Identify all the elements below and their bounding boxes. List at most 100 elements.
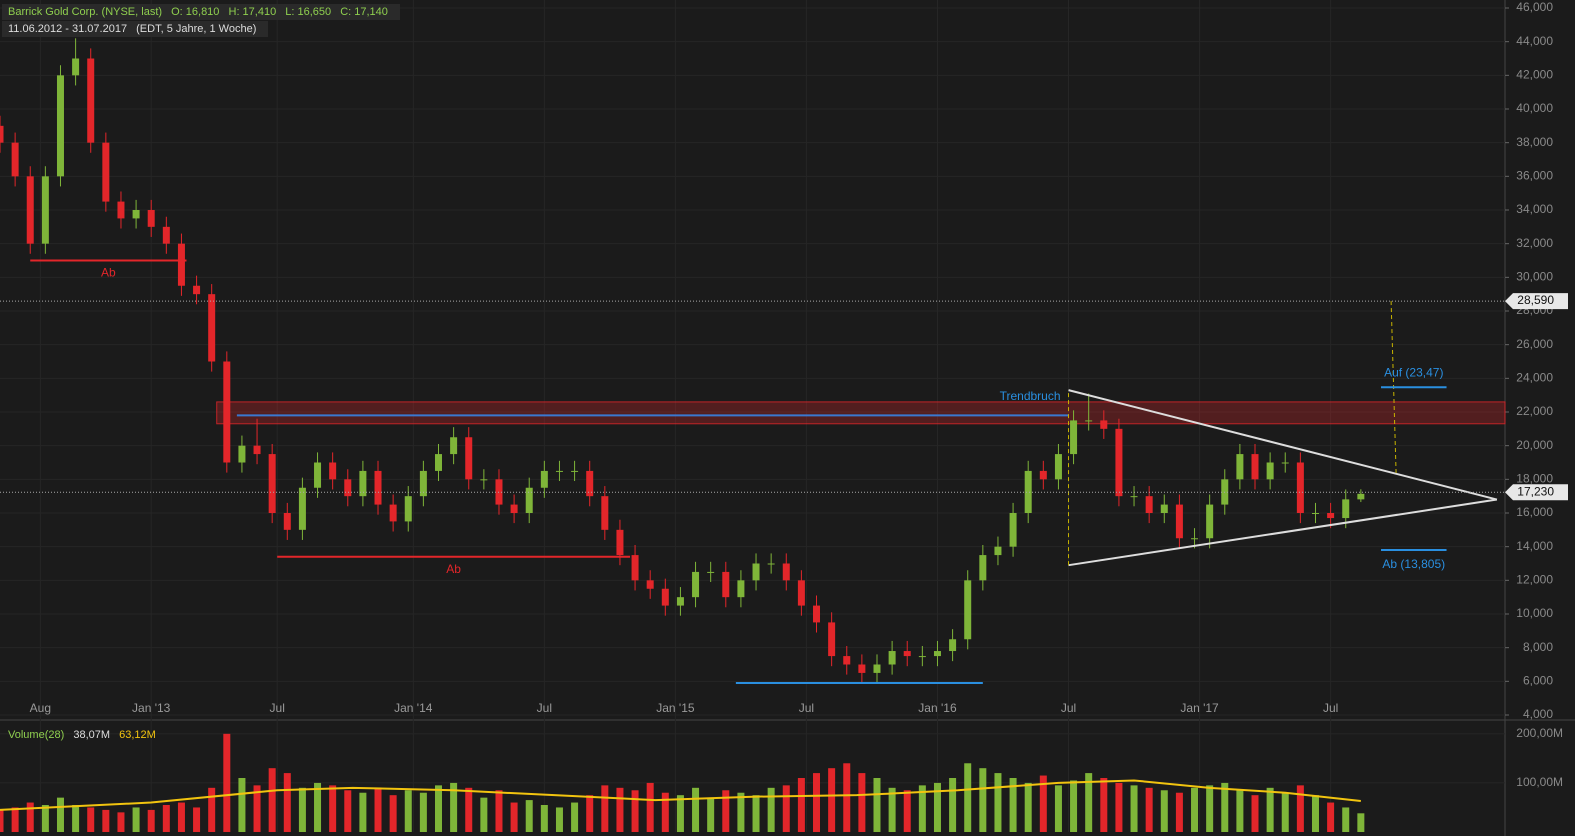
candle-body [692, 571, 700, 598]
volume-bar [843, 763, 851, 832]
y-tick-label: 26,000 [1516, 337, 1553, 351]
candle-body [903, 651, 911, 657]
candle-body [782, 563, 790, 581]
quote: C: 17,140 [340, 6, 388, 18]
candle-body [888, 651, 896, 665]
volume-bar [631, 790, 639, 832]
volume-bar [404, 790, 412, 832]
volume-bar [646, 782, 654, 832]
volume-bar [1070, 780, 1078, 832]
candle-body [1085, 420, 1093, 422]
candle-body [298, 487, 306, 530]
candle-body [1327, 513, 1335, 519]
candle-body [117, 201, 125, 219]
candle-body [1311, 513, 1319, 514]
candle-body [480, 479, 488, 481]
y-tick-label: 16,000 [1516, 505, 1553, 519]
volume-bar [419, 792, 427, 832]
candle-body [918, 656, 926, 658]
price-label: 28,590 [1517, 293, 1554, 307]
candle-body [1281, 462, 1289, 464]
y-tick-label: 36,000 [1516, 169, 1553, 183]
candle-body [162, 226, 170, 244]
candle-body [1115, 428, 1123, 497]
candle-body [1251, 454, 1259, 480]
volume-bar [1175, 792, 1183, 832]
candle-body [752, 563, 760, 581]
candle-body [314, 462, 322, 488]
volume-bar [193, 807, 201, 832]
volume-bar [344, 790, 352, 832]
candle-body [359, 470, 367, 497]
candle-body [676, 597, 684, 606]
candle-body [1342, 499, 1350, 519]
x-tick-label: Jul [1061, 701, 1076, 715]
volume-bar [1054, 785, 1062, 832]
candle-body [208, 294, 216, 362]
volume-bar [147, 809, 155, 832]
volume-bar [601, 785, 609, 832]
candle-body [979, 555, 987, 581]
candle-body [571, 470, 579, 472]
y-tick-label: 44,000 [1516, 34, 1553, 48]
volume-bar [223, 733, 231, 832]
candle-body [525, 487, 533, 513]
candle-body [1145, 496, 1153, 513]
volume-bar [586, 795, 594, 832]
volume-bar [661, 792, 669, 832]
candle-body [1296, 462, 1304, 513]
volume-ma [0, 779, 1361, 811]
volume-bar [87, 807, 95, 832]
candle-body [1130, 496, 1138, 498]
volume-bar [616, 787, 624, 832]
candle-body [1024, 470, 1032, 513]
candle-body [1266, 462, 1274, 480]
candle-body [737, 580, 745, 598]
volume-bar [1251, 795, 1259, 832]
volume-bar [813, 773, 821, 832]
candle-body [177, 243, 185, 286]
volume-bar [1130, 785, 1138, 832]
volume-legend: Volume(28) 38,07M 63,12M [2, 727, 168, 743]
candle-body [56, 75, 64, 177]
volume-bar [1281, 792, 1289, 832]
candle-body [631, 555, 639, 581]
volume-bar [828, 768, 836, 832]
volume-bar [11, 807, 19, 832]
volume-bar [480, 797, 488, 832]
volume-bar [117, 812, 125, 832]
candle-body [253, 445, 261, 455]
volume-bar [162, 805, 170, 832]
volume-bar [72, 805, 80, 832]
y-tick-label: 32,000 [1516, 236, 1553, 250]
candle-body [540, 470, 548, 488]
candle-body [1039, 470, 1047, 480]
volume-bar [1115, 782, 1123, 832]
volume-bar [434, 785, 442, 832]
candle-body [1070, 420, 1078, 455]
volume-bar [1236, 790, 1244, 832]
volume-bar [0, 809, 4, 832]
volume-bar [540, 805, 548, 832]
volume-bar [797, 778, 805, 832]
quote: H: 17,410 [228, 6, 277, 18]
volume-bar [918, 785, 926, 832]
header: Barrick Gold Corp. (NYSE, last) O: 16,81… [2, 4, 400, 20]
volume-bar [707, 797, 715, 832]
volume-bar [722, 790, 730, 832]
candle-body [132, 210, 140, 219]
y-tick-label: 38,000 [1516, 135, 1553, 149]
annotation-label: Ab [101, 266, 116, 280]
candle-body [646, 580, 654, 589]
y-tick-label: 42,000 [1516, 68, 1553, 82]
y-tick-label: 20,000 [1516, 438, 1553, 452]
candle-body [329, 462, 337, 480]
candle-body [964, 580, 972, 640]
volume-bar [465, 787, 473, 832]
candle-body [873, 664, 881, 673]
x-tick-label: Jul [270, 701, 285, 715]
volume-bar [692, 787, 700, 832]
